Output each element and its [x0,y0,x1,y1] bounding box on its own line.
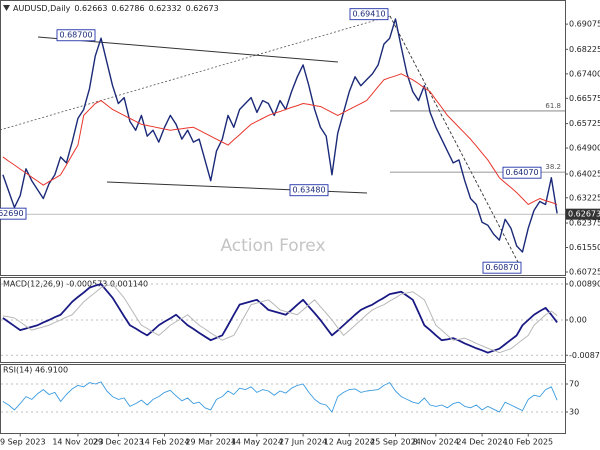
watermark: Action Forex [220,236,325,256]
series-line [2,381,558,413]
series-line [2,73,558,205]
x-tick-label: 25 Sep 2024 [370,438,421,447]
price-label-box [289,184,329,197]
x-tick-label: 29 Dec 2023 [93,438,144,447]
y-tick-label: 30 [569,408,579,417]
price-label: 0.63480 [292,186,325,195]
last-price-label: 0.62673 [568,210,600,219]
x-tick-label: 14 Nov 2023 [52,438,103,447]
y-tick-label: -0.008729 [569,351,600,360]
x-tick-label: 29 Sep 2023 [0,438,46,447]
y-tick-label: 0.69075 [569,20,600,29]
open: 0.62663 [74,4,107,13]
y-tick-label: 0.64900 [569,144,600,153]
price-label: 0.64070 [505,168,538,177]
price-label: 0.69410 [352,10,385,19]
x-tick-label: 14 May 2024 [231,438,283,447]
low: 0.62332 [149,4,182,13]
price-label-box [56,29,96,42]
y-tick-label: 0.00 [569,316,587,325]
series-line [2,18,558,253]
y-tick-label: 0.65725 [569,119,600,128]
chart-header: AUDUSD,Daily 0.62663 0.62786 0.62332 0.62673 [13,4,219,13]
series-line [2,283,558,354]
y-tick-label: 0.008909 [569,280,600,289]
panel-frame [0,364,566,434]
x-tick-label: 29 Mar 2024 [185,438,236,447]
symbol: AUDUSD,Daily [13,4,71,13]
collapse-icon [3,5,10,11]
x-tick-label: 8 Nov 2024 [413,438,459,447]
y-tick-label: 0.61550 [569,243,600,252]
x-tick-label: 14 Feb 2024 [140,438,190,447]
x-tick-label: 24 Dec 2024 [457,438,508,447]
last-price-box [566,208,600,220]
y-tick-label: 0.68225 [569,45,600,54]
price-label: 0.62690 [0,209,24,218]
y-tick-label: 0.67400 [569,69,600,78]
x-tick-label: 10 Feb 2025 [503,438,553,447]
price-label: 0.60870 [485,263,518,272]
y-tick-label: 70 [569,380,579,389]
macd-title: MACD(12,26,9) -0.000573 0.001140 [3,280,148,289]
x-tick-label: 12 Aug 2024 [324,438,375,447]
rsi-title: RSI(14) 46.9100 [3,366,68,375]
price-label-box [502,166,542,179]
high: 0.62786 [111,4,144,13]
y-tick-label: 0.62375 [569,219,600,228]
price-label: 0.68700 [59,31,92,40]
y-tick-label: 0.60725 [569,267,600,276]
price-label-box [349,8,389,21]
fib-label: 38.2 [545,163,561,171]
fib-label: 61.8 [545,102,561,110]
y-tick-label: 0.66575 [569,94,600,103]
x-tick-label: 27 Jun 2024 [279,438,327,447]
y-tick-label: 0.64025 [569,170,600,179]
y-tick-label: 0.63225 [569,193,600,202]
trend-line [389,15,521,267]
series-line [2,283,558,354]
close: 0.62673 [186,4,219,13]
price-label-box [0,207,27,220]
price-label-box [482,261,522,274]
panel-frame [0,0,566,276]
